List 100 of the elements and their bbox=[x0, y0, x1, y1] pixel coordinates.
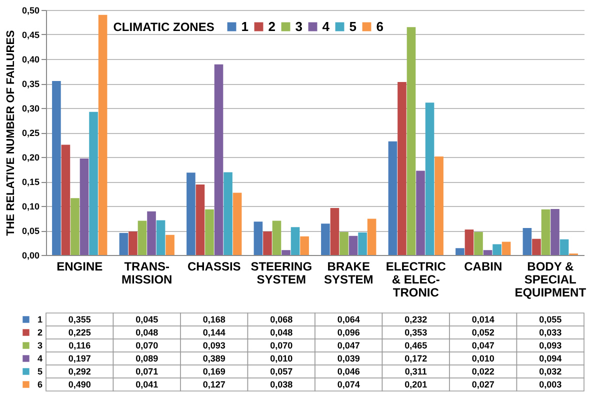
text: 3 bbox=[37, 340, 42, 350]
data-label: 0,039 bbox=[337, 354, 360, 364]
bar bbox=[61, 144, 70, 255]
legend-label: 1 bbox=[241, 18, 248, 34]
data-label: 0,096 bbox=[337, 328, 360, 338]
data-label: 0,048 bbox=[270, 328, 293, 338]
bar bbox=[186, 172, 196, 255]
bar bbox=[52, 81, 61, 255]
bar bbox=[398, 82, 406, 255]
data-label: 0,048 bbox=[136, 328, 158, 338]
x-tick-label: BRAKE SYSTEM bbox=[324, 260, 374, 286]
text: 5 bbox=[37, 366, 42, 376]
bar bbox=[541, 209, 550, 255]
y-tick-label: 0,45 bbox=[22, 30, 40, 40]
data-label: 0,047 bbox=[472, 340, 494, 350]
y-tick-label: 0,50 bbox=[22, 6, 40, 16]
bar bbox=[434, 156, 444, 255]
x-tick-label: ENGINE bbox=[56, 260, 103, 274]
data-label: 0,089 bbox=[136, 354, 158, 364]
bar bbox=[290, 227, 300, 255]
bar bbox=[232, 192, 242, 255]
data-label: 0,093 bbox=[202, 340, 226, 350]
y-tick-label: 0,15 bbox=[22, 177, 40, 187]
data-label: 0,052 bbox=[472, 328, 494, 338]
data-label: 0,068 bbox=[270, 314, 293, 324]
bar bbox=[340, 232, 348, 255]
data-label: 0,093 bbox=[539, 340, 562, 350]
bar bbox=[522, 228, 532, 255]
text: 1 bbox=[37, 314, 42, 324]
bar bbox=[119, 232, 128, 255]
data-label: 0,057 bbox=[270, 366, 293, 376]
legend-label: 5 bbox=[349, 18, 356, 34]
data-label: 0,127 bbox=[202, 380, 226, 390]
bar bbox=[214, 64, 224, 255]
x-tick-label: TRANS-MISSION bbox=[122, 260, 172, 286]
y-tick-label: 0,35 bbox=[22, 79, 40, 89]
bar bbox=[550, 208, 560, 255]
data-label: 0,144 bbox=[202, 328, 226, 338]
bar bbox=[367, 218, 376, 255]
data-label: 0,027 bbox=[472, 380, 494, 390]
bar bbox=[483, 250, 492, 255]
bar bbox=[138, 220, 147, 255]
bar bbox=[502, 242, 511, 255]
bar bbox=[263, 231, 272, 255]
data-label: 0,014 bbox=[472, 314, 494, 324]
x-tick-label: BODY & SPECIAL EQUIPMENT bbox=[514, 260, 587, 300]
data-label: 0,010 bbox=[472, 354, 494, 364]
data-label: 0,311 bbox=[404, 366, 427, 376]
bar bbox=[492, 244, 502, 255]
x-tick-label: CHASSIS bbox=[187, 260, 241, 274]
bar bbox=[80, 158, 89, 255]
bar bbox=[224, 172, 232, 255]
data-label: 0,389 bbox=[202, 354, 226, 364]
bar bbox=[560, 239, 569, 255]
text: 2 bbox=[37, 328, 42, 338]
y-tick-label: 0,20 bbox=[22, 152, 40, 162]
legend-label: 6 bbox=[376, 18, 384, 34]
data-label: 0,010 bbox=[270, 354, 293, 364]
bar bbox=[272, 220, 282, 255]
data-label: 0,070 bbox=[270, 340, 293, 350]
data-label: 0,047 bbox=[337, 340, 360, 350]
legend-label: 2 bbox=[268, 18, 276, 34]
bar bbox=[98, 14, 108, 255]
bar bbox=[388, 141, 398, 255]
data-label: 0,055 bbox=[539, 314, 562, 324]
data-label: 0,071 bbox=[136, 366, 158, 376]
x-tick-label: STEERING SYSTEM bbox=[250, 260, 312, 286]
bar bbox=[300, 236, 309, 255]
bar bbox=[358, 232, 367, 255]
y-tick-label: 0,00 bbox=[22, 250, 40, 260]
data-label: 0,172 bbox=[404, 354, 428, 364]
data-label: 0,168 bbox=[202, 314, 226, 324]
data-label: 0,465 bbox=[404, 340, 428, 350]
bar bbox=[425, 102, 434, 255]
bar bbox=[330, 208, 340, 255]
data-label: 0,094 bbox=[539, 354, 562, 364]
data-label: 0,033 bbox=[539, 328, 562, 338]
y-axis-title: THE RELATIVE NUMBER OF FAILURES bbox=[4, 30, 17, 236]
x-tick-label: ELECTRIC & ELEC-TRONIC bbox=[386, 260, 446, 300]
data-label: 0,032 bbox=[539, 366, 562, 376]
data-label: 0,201 bbox=[404, 380, 428, 390]
bar bbox=[147, 211, 156, 255]
data-label: 0,041 bbox=[136, 380, 158, 390]
legend-label: 3 bbox=[295, 18, 302, 34]
bar bbox=[156, 220, 166, 255]
x-tick-label: CABIN bbox=[464, 260, 502, 274]
bar bbox=[128, 231, 138, 255]
data-label: 0,045 bbox=[136, 314, 158, 324]
y-tick-label: 0,05 bbox=[22, 226, 40, 236]
bar bbox=[416, 170, 425, 255]
text: 6 bbox=[37, 380, 42, 390]
bar bbox=[89, 112, 98, 255]
text: 4 bbox=[37, 354, 42, 364]
data-label: 0,022 bbox=[472, 366, 494, 376]
bar bbox=[406, 27, 416, 255]
bar bbox=[474, 232, 483, 255]
bar bbox=[321, 224, 330, 255]
data-label: 0,355 bbox=[68, 314, 91, 324]
data-label: 0,038 bbox=[270, 380, 293, 390]
bar bbox=[456, 248, 464, 255]
